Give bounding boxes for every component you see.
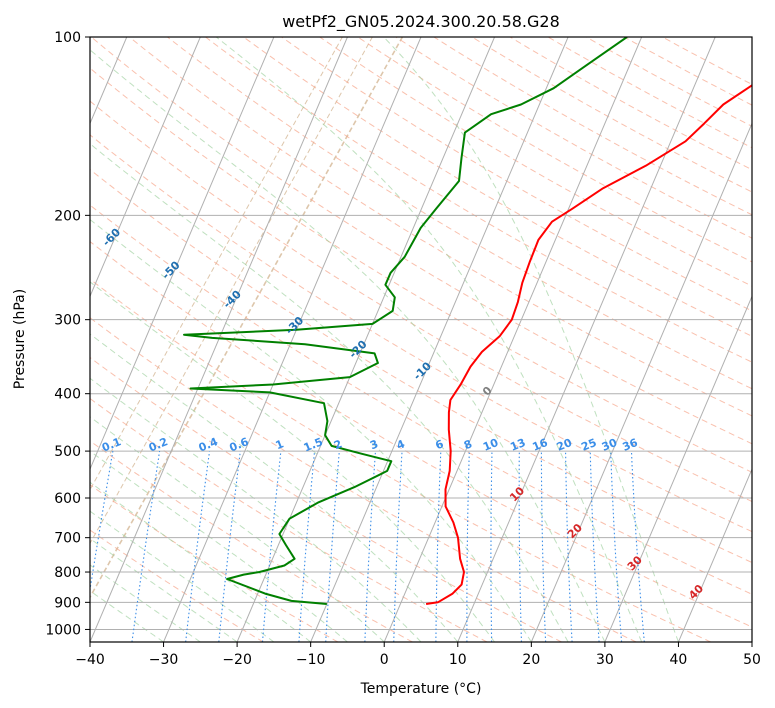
dry-adiabat xyxy=(167,37,752,390)
dry-adiabat xyxy=(90,484,339,642)
moist-adiabat xyxy=(90,377,422,642)
isotherm-line xyxy=(90,37,275,471)
y-tick-label: 300 xyxy=(54,313,81,329)
y-tick-label: 700 xyxy=(54,531,81,547)
isotherm-line xyxy=(90,37,348,642)
mixing-ratio-label: 36 xyxy=(621,436,640,454)
reference-curve xyxy=(90,37,404,599)
dry-adiabat xyxy=(90,100,752,503)
x-tick-label: −30 xyxy=(149,652,179,668)
isotherm-line xyxy=(310,37,569,642)
reference-curve xyxy=(90,37,343,491)
background-lines xyxy=(90,37,752,642)
moist-adiabat xyxy=(90,590,164,642)
moist-adiabat xyxy=(90,143,569,642)
mixing-ratio-line xyxy=(298,451,316,642)
isotherm-line xyxy=(457,37,716,642)
mixing-ratio-label: 2 xyxy=(332,437,344,452)
x-tick-label: 40 xyxy=(670,652,688,668)
x-axis-title: Temperature (°C) xyxy=(360,681,482,697)
dry-adiabat xyxy=(128,37,752,417)
y-tick-label: 1000 xyxy=(45,622,81,638)
mixing-ratio-label: 30 xyxy=(600,436,619,454)
moist-adiabat xyxy=(90,537,238,642)
y-axis-title: Pressure (hPa) xyxy=(12,289,28,389)
dry-adiabat xyxy=(281,37,752,312)
moist-adiabat xyxy=(215,37,643,642)
dry-adiabat xyxy=(90,317,637,642)
x-tick-label: 20 xyxy=(522,652,540,668)
moist-adiabat xyxy=(383,37,679,642)
moist-adiabat xyxy=(90,281,495,642)
data-lines xyxy=(183,37,752,605)
reference-curve xyxy=(90,37,373,545)
series-line-1 xyxy=(183,37,628,605)
x-tick-label: 30 xyxy=(596,652,614,668)
moist-adiabat xyxy=(90,49,606,642)
dry-adiabat xyxy=(243,37,752,337)
moist-adiabat xyxy=(90,510,275,642)
isotherm-line xyxy=(163,37,422,642)
y-tick-label: 200 xyxy=(54,208,81,224)
isotherm-line xyxy=(530,122,752,642)
mixing-ratio-line xyxy=(218,451,241,642)
mixing-ratio-line xyxy=(90,450,114,594)
mixing-ratio-label: 16 xyxy=(531,436,550,454)
mixing-ratio-label: 25 xyxy=(579,436,598,454)
x-tick-label: −20 xyxy=(222,652,252,668)
mixing-ratio-label: 3 xyxy=(368,437,380,452)
mixing-ratio-label: 8 xyxy=(462,437,474,452)
moist-adiabat xyxy=(90,481,311,642)
mixing-ratio-label: 10 xyxy=(481,436,500,454)
dry-adiabat xyxy=(90,529,264,642)
mixing-ratio-line xyxy=(261,451,282,642)
x-tick-label: −10 xyxy=(296,652,326,668)
isotherm-line xyxy=(236,37,496,642)
x-tick-label: 10 xyxy=(449,652,467,668)
x-tick-label: −40 xyxy=(75,652,105,668)
x-tick-label: 50 xyxy=(743,652,761,668)
mixing-ratio-line xyxy=(131,451,161,642)
series-line-0 xyxy=(425,84,752,605)
mixing-ratio-label: 13 xyxy=(508,436,527,454)
dry-adiabat xyxy=(90,134,752,533)
mixing-ratio-line xyxy=(185,451,211,642)
axes: −40 −30 −20 −10 0 10 20 30 40 50 1000 900 800 700 600 5… xyxy=(45,30,761,668)
dry-adiabat xyxy=(90,37,752,445)
y-tick-label: 100 xyxy=(54,30,81,46)
moist-adiabat xyxy=(90,416,385,642)
y-tick-label: 400 xyxy=(54,387,81,403)
dry-adiabat xyxy=(90,204,752,595)
x-tick-label: 0 xyxy=(380,652,389,668)
dry-adiabat xyxy=(90,241,752,628)
dry-adiabat xyxy=(90,278,712,642)
y-tick-label: 500 xyxy=(54,444,81,460)
chart-title: wetPf2_GN05.2024.300.20.58.G28 xyxy=(282,12,560,32)
isotherm-line xyxy=(383,37,643,642)
mixing-ratio-label: 20 xyxy=(555,436,574,454)
moist-adiabat xyxy=(90,333,459,642)
isotherm-line xyxy=(604,295,752,642)
mixing-ratio-label: 1 xyxy=(274,437,286,452)
moist-adiabat xyxy=(90,564,201,642)
y-tick-label: 800 xyxy=(54,565,81,581)
y-tick-label: 900 xyxy=(54,595,81,611)
isotherm-line xyxy=(677,467,752,642)
plot-frame xyxy=(89,36,753,643)
isotherm-line xyxy=(90,37,201,298)
dry-adiabat xyxy=(90,356,562,642)
dry-adiabat xyxy=(90,168,752,564)
y-tick-label: 600 xyxy=(54,491,81,507)
